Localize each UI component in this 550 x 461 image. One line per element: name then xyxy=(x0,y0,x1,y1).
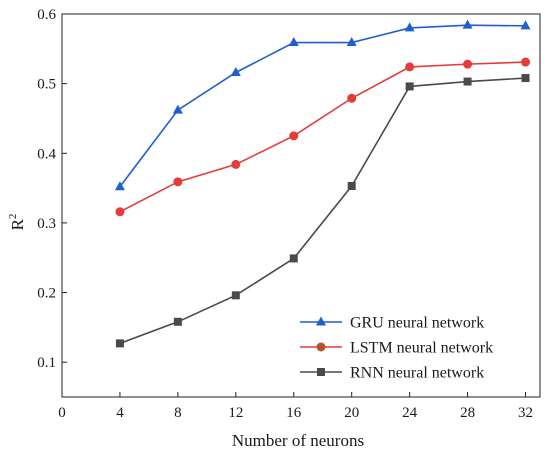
x-tick-label: 12 xyxy=(228,405,243,421)
y-tick-label: 0.6 xyxy=(37,7,56,23)
x-tick-label: 24 xyxy=(402,405,418,421)
y-axis-ticks: 0.1 0.2 0.3 0.4 0.5 0.6 xyxy=(37,7,67,371)
data-point xyxy=(115,207,125,217)
data-point xyxy=(520,20,531,30)
legend-label: LSTM neural network xyxy=(350,340,493,357)
data-point xyxy=(462,19,473,29)
y-axis-title-superscript: 2 xyxy=(7,214,19,220)
series-triangle xyxy=(114,19,531,191)
data-point xyxy=(230,66,241,76)
legend-marker xyxy=(316,342,326,352)
y-axis-title-main: R xyxy=(8,218,27,230)
x-axis-ticks: 0 4 8 12 16 20 24 28 32 xyxy=(58,392,533,421)
legend-label: RNN neural network xyxy=(350,365,484,382)
data-point xyxy=(347,182,356,191)
data-point xyxy=(172,104,183,114)
x-tick-label: 4 xyxy=(116,405,124,421)
x-tick-label: 0 xyxy=(58,405,66,421)
data-point xyxy=(346,37,357,47)
data-point xyxy=(173,317,182,326)
data-point xyxy=(347,93,357,103)
data-point xyxy=(231,159,241,169)
series-line xyxy=(119,61,526,213)
y-axis-title: R2 xyxy=(7,214,27,231)
data-point xyxy=(231,291,240,300)
data-point xyxy=(463,59,473,69)
data-point xyxy=(114,181,125,191)
x-axis-title: Number of neurons xyxy=(232,431,364,450)
series-square xyxy=(115,74,530,348)
data-point xyxy=(404,22,415,32)
y-tick-label: 0.2 xyxy=(37,286,56,302)
y-tick-label: 0.5 xyxy=(37,77,56,93)
y-tick-label: 0.3 xyxy=(37,216,56,232)
x-tick-label: 16 xyxy=(286,405,302,421)
series-layer xyxy=(114,19,531,348)
series-line xyxy=(119,24,526,188)
x-tick-label: 8 xyxy=(174,405,182,421)
plot-frame xyxy=(61,13,541,398)
data-point xyxy=(521,74,530,83)
legend-marker xyxy=(317,368,325,376)
y-tick-label: 0.1 xyxy=(37,355,56,371)
legend-marker xyxy=(316,316,326,326)
legend-item: LSTM neural network xyxy=(300,340,493,357)
data-point xyxy=(173,177,183,187)
series-circle xyxy=(115,57,531,217)
data-point xyxy=(463,77,472,86)
legend: GRU neural network LSTM neural network RNN… xyxy=(300,315,493,382)
series-line xyxy=(119,77,526,345)
x-tick-label: 20 xyxy=(344,405,359,421)
legend-label: GRU neural network xyxy=(350,315,484,332)
data-point xyxy=(289,131,299,141)
data-point xyxy=(405,62,415,72)
y-tick-label: 0.4 xyxy=(37,146,56,162)
data-point xyxy=(288,37,299,47)
x-tick-label: 28 xyxy=(460,405,475,421)
data-point xyxy=(405,82,414,91)
x-tick-label: 32 xyxy=(518,405,533,421)
data-point xyxy=(115,339,124,348)
legend-item: GRU neural network xyxy=(300,315,484,332)
data-point xyxy=(521,57,531,67)
legend-item: RNN neural network xyxy=(300,365,484,382)
data-point xyxy=(289,254,298,263)
